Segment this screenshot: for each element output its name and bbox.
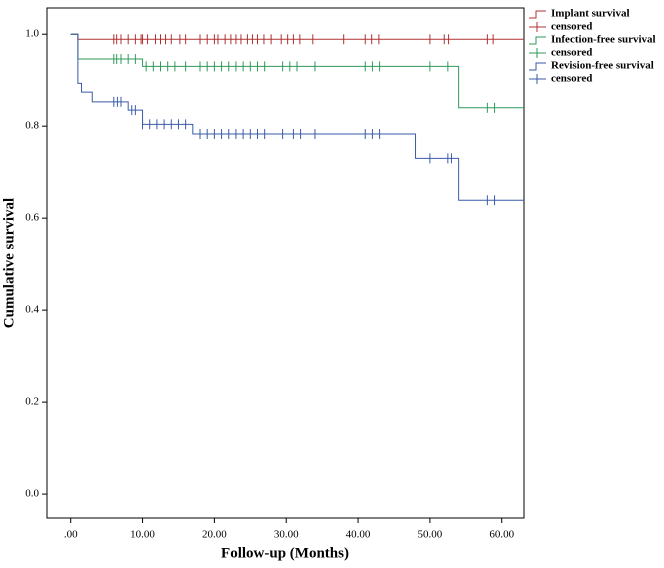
legend-label: censored bbox=[551, 21, 592, 33]
x-tick-label: 30.00 bbox=[274, 529, 299, 541]
legend-label: censored bbox=[551, 73, 592, 85]
y-tick-label: 0.8 bbox=[25, 120, 39, 132]
x-tick-label: 40.00 bbox=[346, 529, 371, 541]
x-axis-label: Follow-up (Months) bbox=[221, 545, 349, 561]
legend-swatch bbox=[529, 10, 546, 19]
legend-swatch bbox=[529, 22, 546, 32]
x-tick-label: 50.00 bbox=[418, 529, 443, 541]
y-tick-label: 0.2 bbox=[25, 396, 39, 408]
legend-swatch bbox=[529, 36, 546, 45]
x-tick-label: 20.00 bbox=[202, 529, 227, 541]
legend-swatch bbox=[529, 74, 546, 84]
x-tick-label: 60.00 bbox=[489, 529, 514, 541]
x-tick-label: .00 bbox=[64, 529, 78, 541]
legend-label: Implant survival bbox=[551, 8, 630, 20]
legend-label: Revision-free survival bbox=[551, 60, 654, 72]
y-tick-label: 0.4 bbox=[25, 304, 39, 316]
legend-swatch bbox=[529, 62, 546, 71]
y-tick-label: 0.0 bbox=[25, 488, 39, 500]
y-tick-label: 1.0 bbox=[25, 28, 39, 40]
plot-frame bbox=[46, 7, 525, 519]
legend-label: censored bbox=[551, 47, 592, 59]
y-axis-label: Cumulative survival bbox=[1, 198, 17, 328]
y-tick-label: 0.6 bbox=[25, 212, 39, 224]
x-tick-label: 10.00 bbox=[130, 529, 155, 541]
legend-swatch bbox=[529, 48, 546, 58]
legend-label: Infection-free survival bbox=[551, 34, 656, 46]
